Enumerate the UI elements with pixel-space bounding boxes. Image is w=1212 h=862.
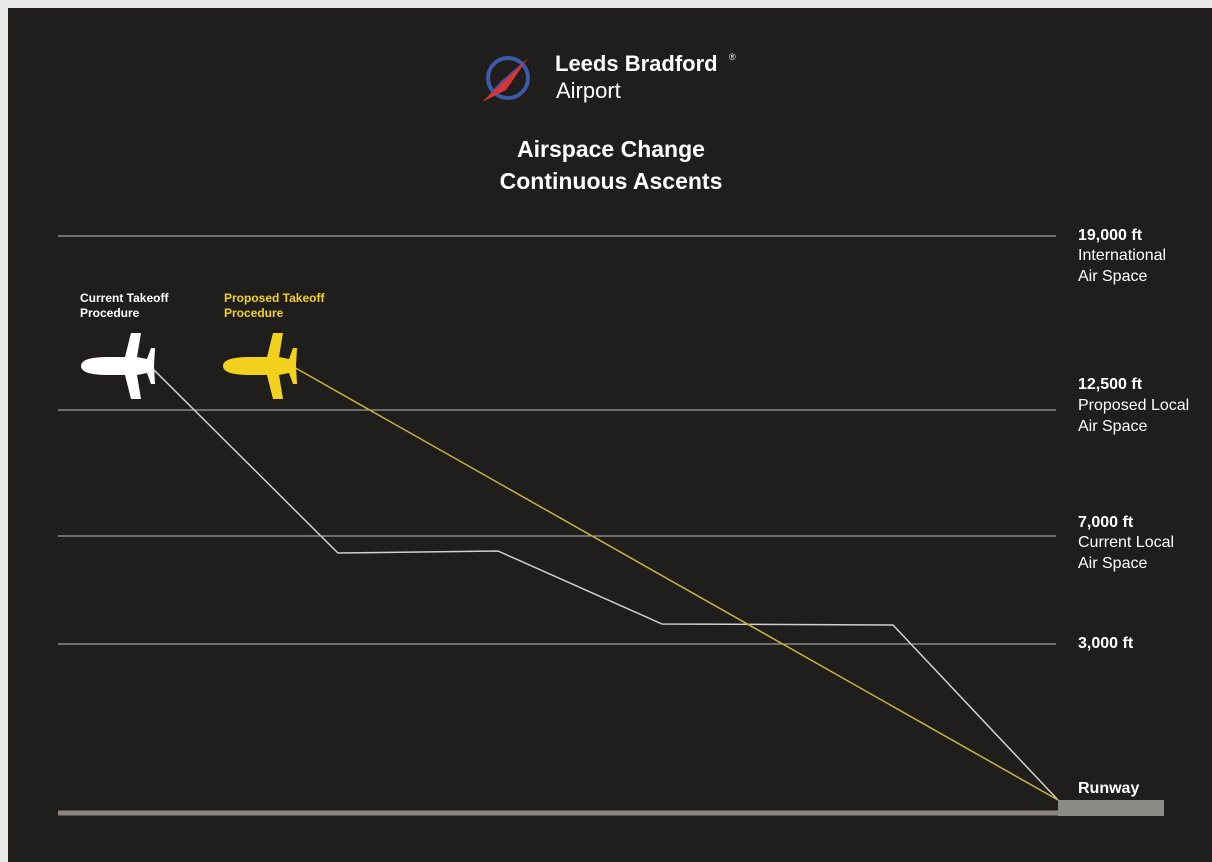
registered: ® <box>729 52 736 62</box>
legend-label: Procedure <box>80 306 140 320</box>
runway-label: Runway <box>1078 780 1139 797</box>
level-lines <box>58 235 1056 645</box>
level-description: Air Space <box>1078 268 1147 285</box>
level-description: Current Local <box>1078 534 1174 551</box>
altitude: 19,000 ft <box>1078 227 1143 244</box>
altitude: 3,000 ft <box>1078 635 1134 652</box>
title: Continuous Ascents <box>500 168 723 194</box>
title: Airspace Change <box>517 136 705 162</box>
legend-label: Procedure <box>224 306 284 320</box>
legend-label: Current Takeoff <box>80 291 169 305</box>
level-description: Air Space <box>1078 418 1147 435</box>
proposed-path <box>291 365 1059 801</box>
level-description: Proposed Local <box>1078 397 1189 414</box>
brand: Leeds Bradford <box>555 51 718 76</box>
subbrand: Airport <box>556 78 621 103</box>
plane-proposed <box>223 333 297 399</box>
plane-current <box>81 333 155 399</box>
background <box>8 8 1212 862</box>
altitude: 12,500 ft <box>1078 376 1143 393</box>
level-description: International <box>1078 247 1166 264</box>
runway <box>1058 800 1164 816</box>
altitude: 7,000 ft <box>1078 514 1134 531</box>
logo <box>482 56 530 102</box>
current-path <box>149 365 1059 801</box>
level-description: Air Space <box>1078 555 1147 572</box>
legend-label: Proposed Takeoff <box>224 291 325 305</box>
